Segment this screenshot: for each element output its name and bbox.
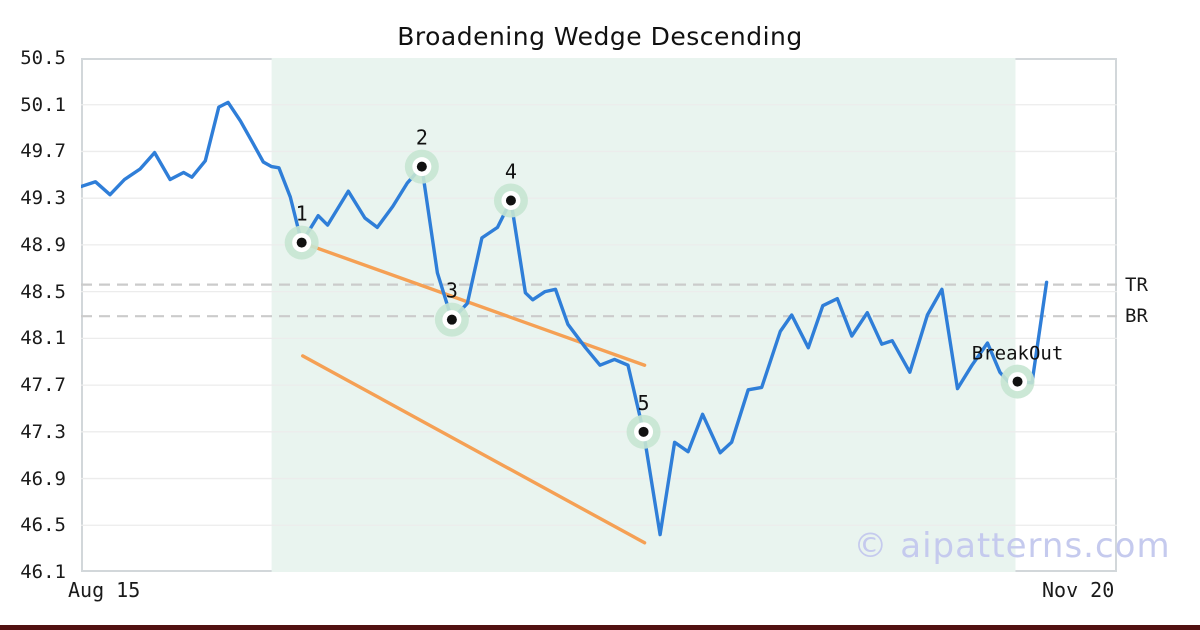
pattern-point-label: 5 — [638, 391, 650, 415]
tr-level-label: TR — [1125, 273, 1148, 296]
x-tick-start: Aug 15 — [68, 578, 141, 602]
y-tick-label: 49.7 — [20, 140, 66, 163]
x-tick-end: Nov 20 — [1042, 578, 1115, 602]
pattern-point-label: 4 — [505, 160, 517, 184]
bottom-accent-bar — [0, 625, 1200, 630]
breakout-label: BreakOut — [972, 343, 1064, 365]
chart-svg: 1 2 3 4 5 BreakOut — [81, 58, 1117, 572]
watermark: © aipatterns.com — [853, 526, 1171, 566]
y-tick-label: 48.1 — [20, 327, 66, 350]
pattern-point-label: 3 — [446, 279, 458, 303]
y-tick-label: 47.7 — [20, 374, 66, 397]
br-level-label: BR — [1125, 305, 1148, 328]
chart-title: Broadening Wedge Descending — [397, 22, 803, 51]
y-tick-label: 46.1 — [20, 561, 66, 583]
plot-area: 1 2 3 4 5 BreakOut © aipatterns.com — [81, 58, 1170, 572]
y-tick-label: 46.9 — [20, 467, 66, 490]
y-tick-label: 49.3 — [20, 187, 66, 210]
y-tick-label: 47.3 — [20, 420, 66, 443]
pattern-point-label: 2 — [416, 126, 428, 150]
y-tick-label: 50.5 — [20, 47, 66, 69]
y-tick-label: 46.5 — [20, 514, 66, 537]
y-tick-label: 48.5 — [20, 280, 66, 303]
pattern-point-label: 1 — [296, 202, 308, 226]
y-tick-label: 48.9 — [20, 233, 66, 256]
y-tick-label: 50.1 — [20, 93, 66, 116]
